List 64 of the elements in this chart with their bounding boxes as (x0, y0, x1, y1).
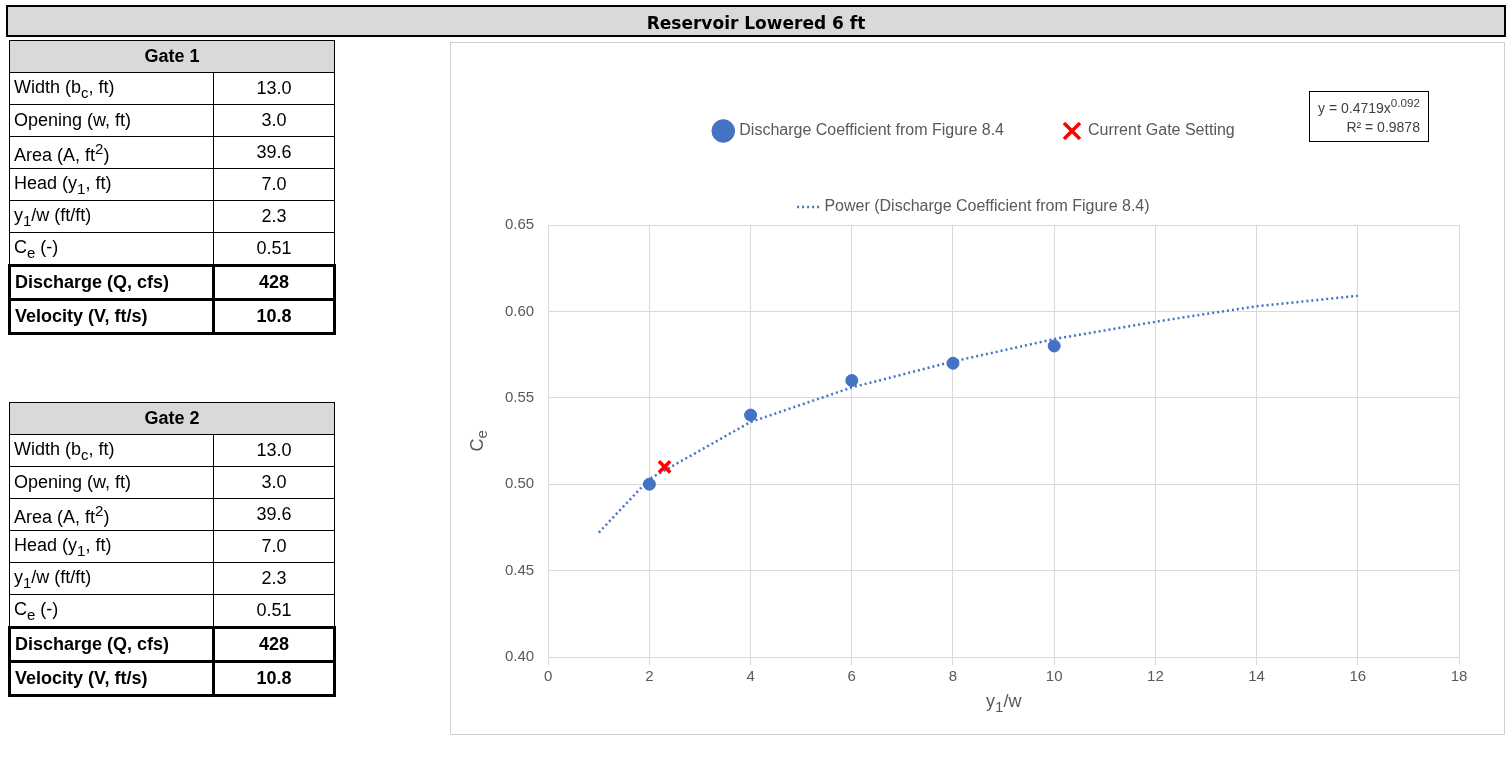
x-tick-label: 10 (1045, 667, 1063, 685)
text: 10.8 (213, 299, 335, 334)
text: Gate 2 (9, 402, 335, 435)
text: Area (A, ft$^{2}$) (9, 136, 214, 169)
y-tick-label: 0.60 (504, 301, 535, 319)
x-axis-title: y$_{1}$/w (986, 691, 1022, 715)
legend-label: Current Gate Setting (1087, 121, 1235, 139)
point (1047, 339, 1061, 353)
text: 7.0 (213, 530, 335, 563)
x-tick-label: 14 (1248, 667, 1265, 685)
point (744, 408, 758, 422)
x-tick-label: 18 (1450, 667, 1468, 685)
x-tick-label: 0 (544, 667, 553, 685)
x-tick-label: 12 (1147, 667, 1164, 685)
text: 7.0 (213, 168, 335, 201)
point (642, 477, 656, 491)
text: y$_{1}$/w (ft/ft) (9, 562, 214, 595)
text: Discharge (Q, cfs) (9, 265, 214, 300)
y-tick-label: 0.40 (504, 647, 535, 665)
text: 0.51 (213, 232, 335, 266)
point (946, 356, 960, 370)
text: Width (b$_{c}$, ft) (9, 72, 214, 105)
legend-label: Discharge Coefficient from Figure 8.4 (739, 121, 1005, 139)
text: y = 0.4719x$^{0.092}$ (1318, 95, 1420, 118)
text: 3.0 (213, 104, 335, 137)
text: 39.6 (213, 136, 335, 169)
text: 39.6 (213, 498, 335, 531)
legend-label: Power (Discharge Coefficient from Figure 8.4) (824, 197, 1150, 215)
text: Head (y$_{1}$, ft) (9, 530, 214, 563)
text: 428 (213, 265, 335, 300)
text: 3.0 (213, 466, 335, 499)
text: 0.51 (213, 594, 335, 628)
text: Opening (w, ft) (9, 466, 214, 499)
y-tick-label: 0.65 (504, 215, 535, 233)
x-tick-label: 4 (746, 667, 755, 685)
text: 2.3 (213, 562, 335, 595)
y-tick-label: 0.45 (504, 560, 535, 578)
chart-title: Reservoir Lowered 6 ft (6, 5, 1506, 37)
y-tick-label: 0.55 (504, 387, 535, 405)
text: 2.3 (213, 200, 335, 233)
text: Velocity (V, ft/s) (9, 661, 214, 696)
line-series (597, 294, 1360, 534)
x-tick-label: 2 (645, 667, 654, 685)
x-tick-label: 16 (1349, 667, 1367, 685)
text: y$_{1}$/w (ft/ft) (9, 200, 214, 233)
x-tick-label: 6 (847, 667, 856, 685)
text: 13.0 (213, 72, 335, 105)
y-tick-label: 0.50 (504, 474, 535, 492)
text: 428 (213, 627, 335, 662)
point (657, 459, 672, 475)
text: C$_{e}$ (-) (9, 232, 214, 266)
text: Width (b$_{c}$, ft) (9, 434, 214, 467)
text: Velocity (V, ft/s) (9, 299, 214, 334)
text: Opening (w, ft) (9, 104, 214, 137)
text: 10.8 (213, 661, 335, 696)
point (845, 374, 859, 388)
text: Head (y$_{1}$, ft) (9, 168, 214, 201)
x-tick-label: 8 (948, 667, 958, 685)
text: 13.0 (213, 434, 335, 467)
text: C$_{e}$ (-) (9, 594, 214, 628)
text: Discharge (Q, cfs) (9, 627, 214, 662)
text: Gate 1 (9, 40, 335, 73)
text: R² = 0.9878 (1345, 118, 1420, 138)
text: Area (A, ft$^{2}$) (9, 498, 214, 531)
